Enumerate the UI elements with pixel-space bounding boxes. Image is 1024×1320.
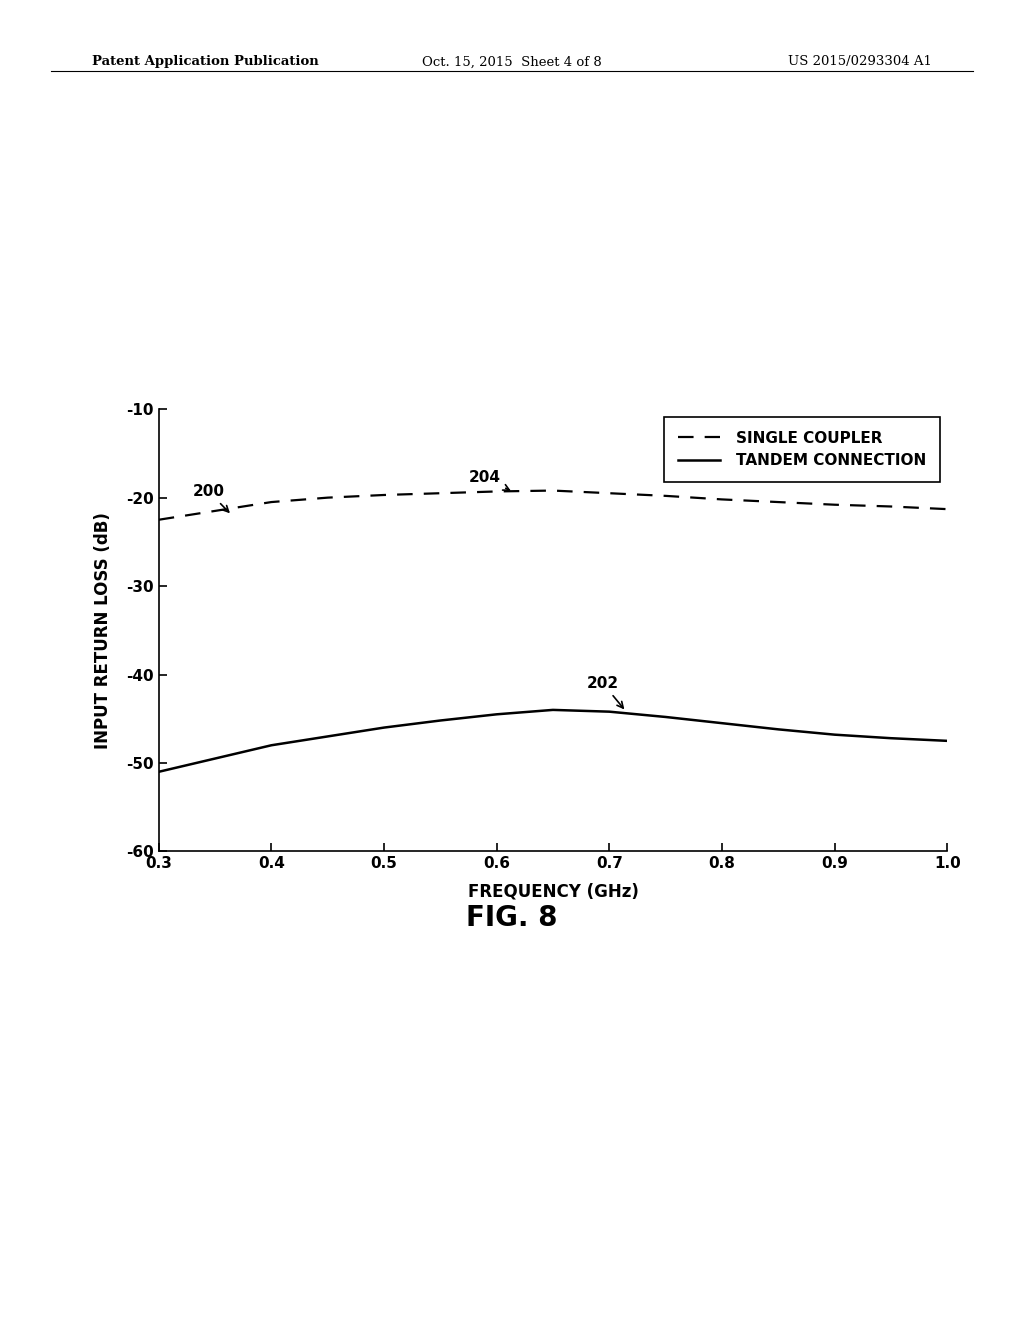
Text: 202: 202	[587, 676, 624, 708]
Text: Oct. 15, 2015  Sheet 4 of 8: Oct. 15, 2015 Sheet 4 of 8	[422, 55, 602, 69]
Text: 204: 204	[468, 470, 509, 490]
Text: FIG. 8: FIG. 8	[466, 904, 558, 932]
Text: US 2015/0293304 A1: US 2015/0293304 A1	[787, 55, 932, 69]
X-axis label: FREQUENCY (GHz): FREQUENCY (GHz)	[468, 882, 638, 900]
Y-axis label: INPUT RETURN LOSS (dB): INPUT RETURN LOSS (dB)	[94, 512, 113, 748]
Text: Patent Application Publication: Patent Application Publication	[92, 55, 318, 69]
Text: 200: 200	[193, 484, 228, 512]
Legend: SINGLE COUPLER, TANDEM CONNECTION: SINGLE COUPLER, TANDEM CONNECTION	[664, 417, 940, 482]
